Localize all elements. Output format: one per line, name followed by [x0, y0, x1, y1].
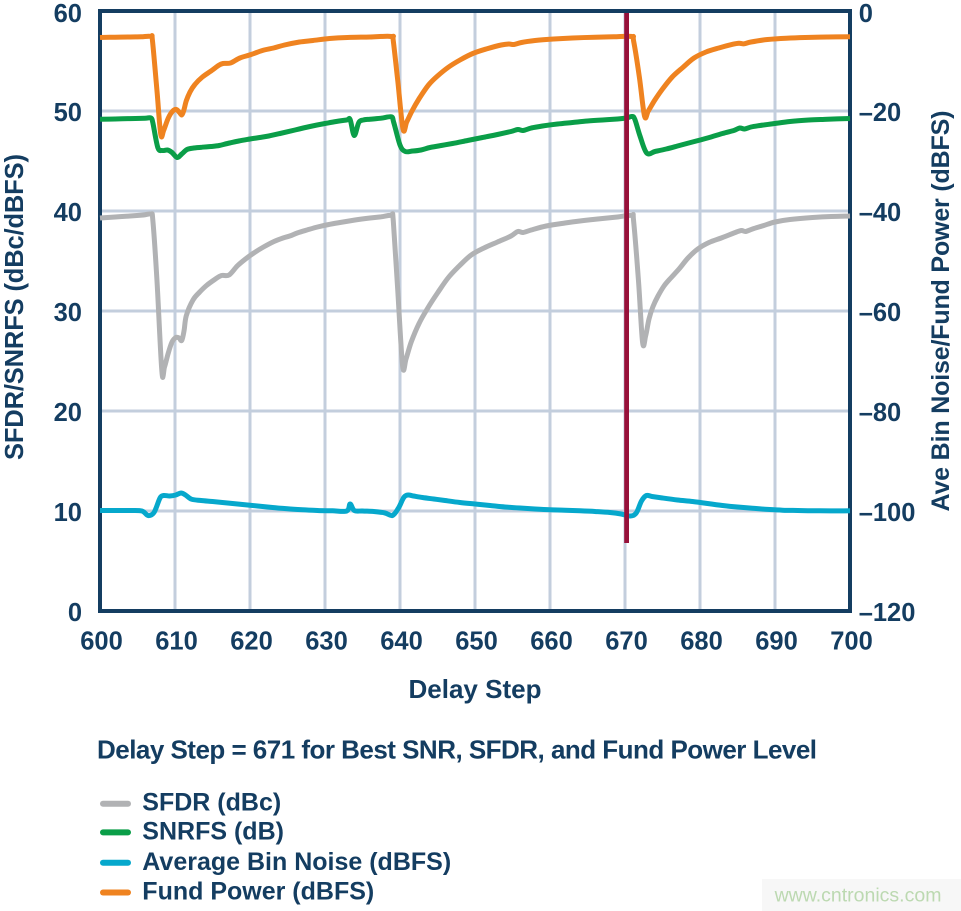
svg-text:SFDR (dBc): SFDR (dBc)	[142, 789, 281, 817]
svg-text:20: 20	[54, 399, 82, 427]
svg-text:630: 630	[305, 627, 348, 655]
svg-text:Ave Bin Noise/Fund Power (dBFS: Ave Bin Noise/Fund Power (dBFS)	[927, 111, 955, 512]
svg-text:10: 10	[54, 499, 82, 527]
svg-text:www.cntronics.com: www.cntronics.com	[774, 885, 942, 907]
svg-text:30: 30	[54, 299, 82, 327]
svg-text:–20: –20	[859, 99, 902, 127]
svg-text:0: 0	[68, 599, 82, 627]
svg-text:0: 0	[859, 0, 873, 28]
svg-text:–40: –40	[859, 199, 902, 227]
svg-text:–60: –60	[859, 299, 902, 327]
svg-text:690: 690	[755, 627, 798, 655]
svg-text:640: 640	[380, 627, 423, 655]
svg-text:Average Bin Noise (dBFS): Average Bin Noise (dBFS)	[142, 848, 451, 876]
svg-text:50: 50	[54, 99, 82, 127]
svg-text:620: 620	[230, 627, 273, 655]
svg-text:–120: –120	[859, 599, 916, 627]
svg-text:700: 700	[830, 627, 873, 655]
svg-text:60: 60	[54, 0, 82, 28]
svg-text:SFDR/SNRFS (dBc/dBFS): SFDR/SNRFS (dBc/dBFS)	[1, 154, 29, 460]
svg-text:Delay Step = 671 for Best SNR,: Delay Step = 671 for Best SNR, SFDR, and…	[97, 735, 817, 765]
svg-text:670: 670	[605, 627, 648, 655]
svg-text:SNRFS (dB): SNRFS (dB)	[142, 817, 284, 845]
svg-text:Fund Power (dBFS): Fund Power (dBFS)	[142, 878, 374, 906]
svg-text:600: 600	[80, 627, 123, 655]
svg-text:Delay Step: Delay Step	[409, 674, 542, 704]
svg-text:610: 610	[155, 627, 198, 655]
svg-text:40: 40	[54, 199, 82, 227]
svg-text:–100: –100	[859, 499, 916, 527]
svg-text:680: 680	[680, 627, 723, 655]
svg-text:650: 650	[455, 627, 498, 655]
svg-text:–80: –80	[859, 399, 902, 427]
svg-text:660: 660	[530, 627, 573, 655]
